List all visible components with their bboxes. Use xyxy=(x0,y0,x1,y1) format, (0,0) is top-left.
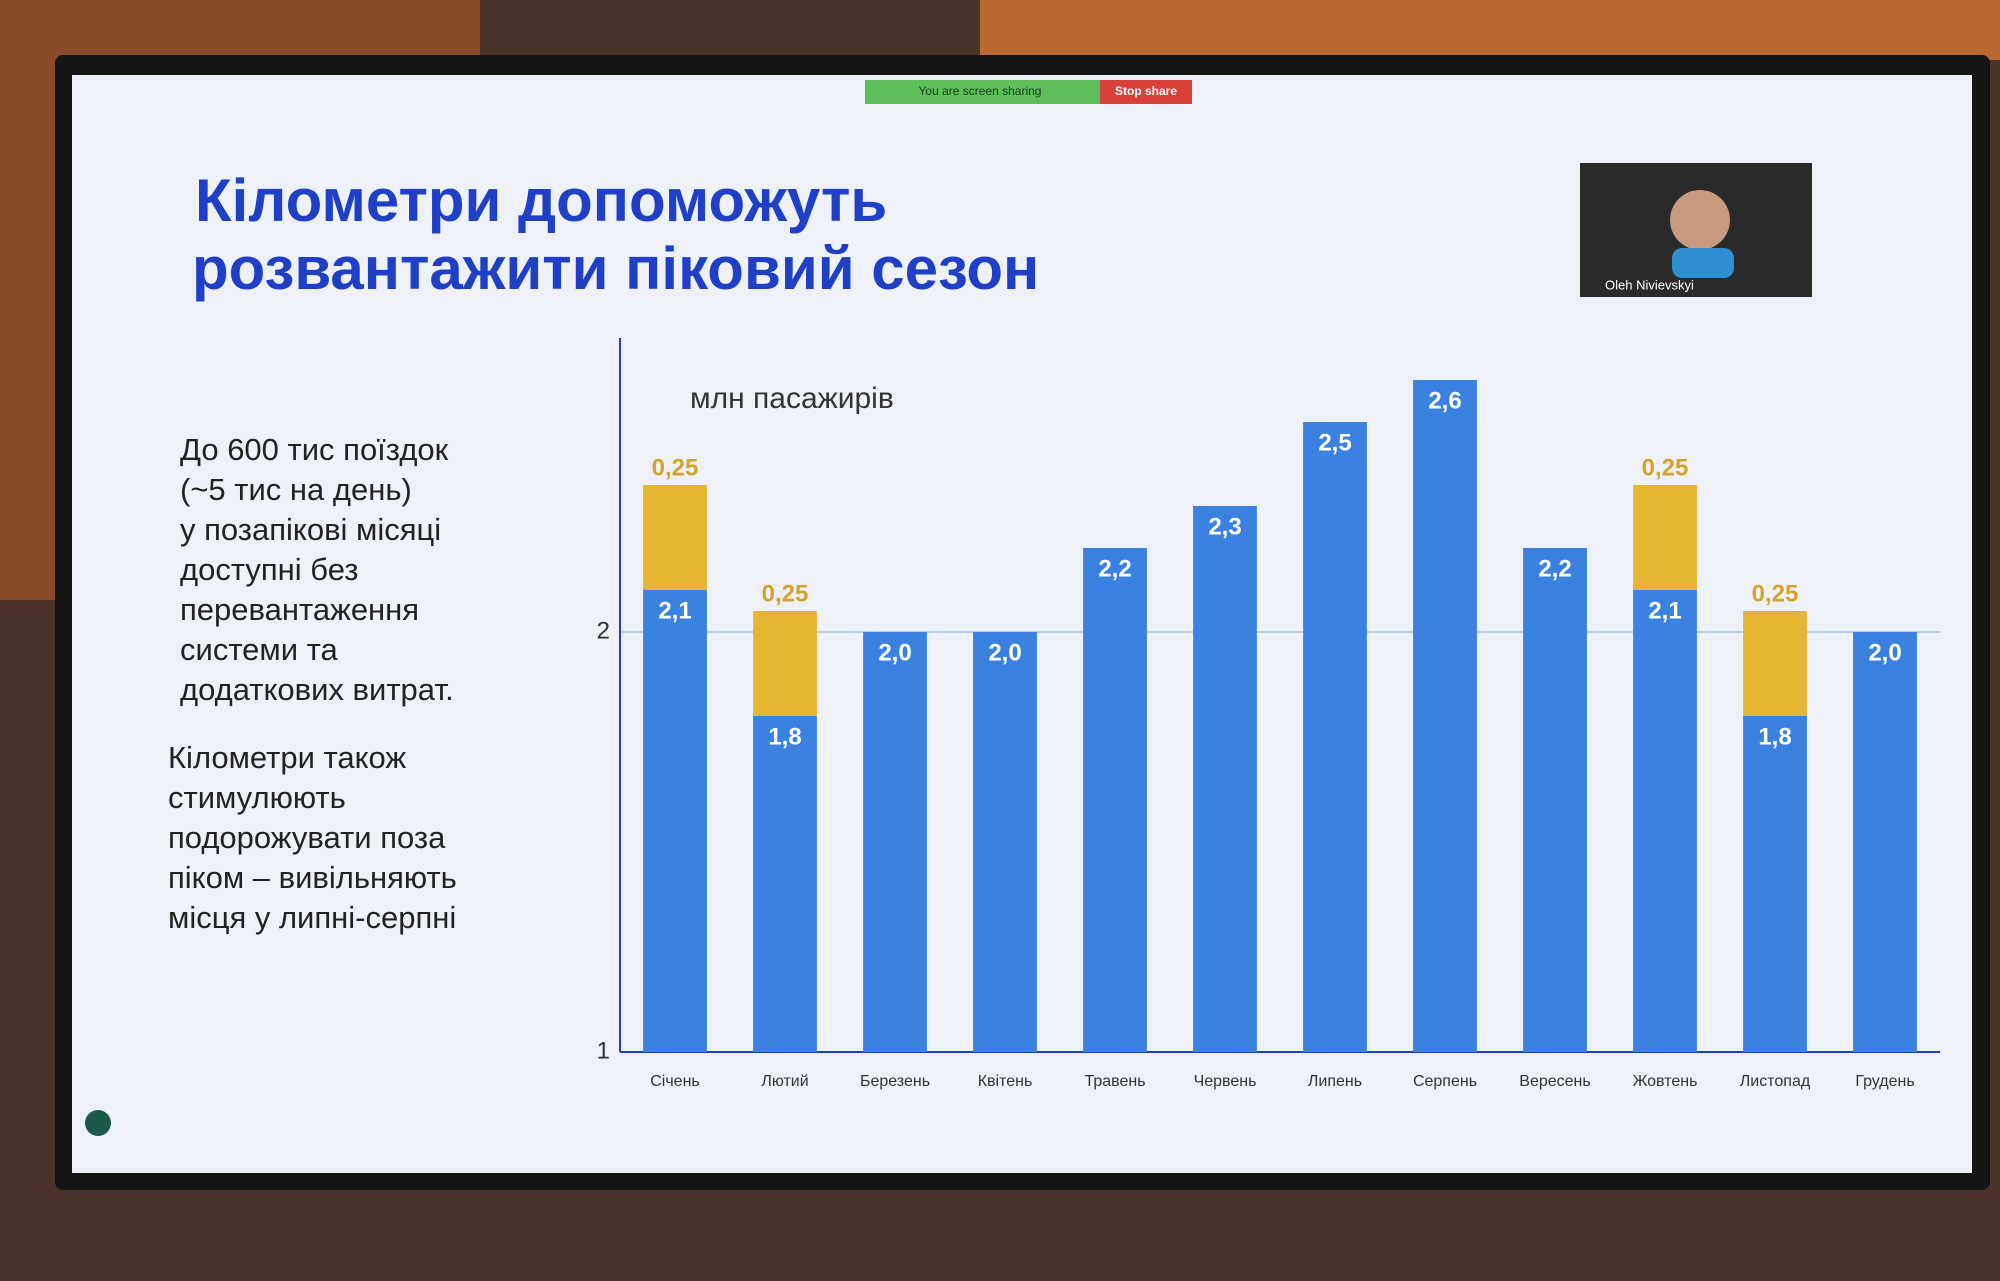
body-text: (~5 тис на день) xyxy=(180,472,412,507)
value-label: 2,0 xyxy=(878,639,911,666)
value-label: 2,5 xyxy=(1318,429,1351,456)
body-text: Кілометри також xyxy=(168,740,406,775)
value-label: 2,1 xyxy=(1648,597,1681,624)
bar-segment xyxy=(1303,422,1367,1052)
x-tick-label: Листопад xyxy=(1740,1073,1811,1090)
body-text: місця у липні-серпні xyxy=(168,900,456,935)
slide-title: розвантажити піковий сезон xyxy=(192,235,1039,302)
bar-segment xyxy=(753,716,817,1052)
body-text: у позапікові місяці xyxy=(180,512,441,547)
sharing-notice: You are screen sharing xyxy=(919,84,1042,98)
value-label: 2,2 xyxy=(1538,555,1571,582)
x-tick-label: Травень xyxy=(1084,1073,1145,1090)
participant-name: Oleh Nivievskyi xyxy=(1605,277,1694,292)
body-text: додаткових витрат. xyxy=(180,672,454,707)
participant-face xyxy=(1670,190,1730,250)
body-text: піком – вивільняють xyxy=(168,860,457,895)
value-label: 2,2 xyxy=(1098,555,1131,582)
bar-segment xyxy=(1193,506,1257,1052)
bar-segment xyxy=(1853,632,1917,1052)
body-text: перевантаження xyxy=(180,592,419,627)
slide-title: Кілометри допоможуть xyxy=(195,167,887,234)
x-tick-label: Січень xyxy=(650,1073,700,1090)
x-tick-label: Вересень xyxy=(1519,1073,1590,1090)
x-tick-label: Березень xyxy=(860,1073,930,1090)
value-label: 2,1 xyxy=(658,597,691,624)
bar-segment xyxy=(1523,548,1587,1052)
stop-share-button[interactable] xyxy=(1100,80,1192,104)
body-text: До 600 тис поїздок xyxy=(180,432,449,467)
value-label: 0,25 xyxy=(652,454,699,481)
value-label: 0,25 xyxy=(1642,454,1689,481)
x-tick-label: Серпень xyxy=(1413,1073,1477,1090)
body-text: подорожувати поза xyxy=(168,820,446,855)
x-tick-label: Лютий xyxy=(761,1073,808,1090)
bar-segment xyxy=(1743,611,1807,716)
x-tick-label: Квітень xyxy=(978,1073,1033,1090)
x-tick-label: Липень xyxy=(1308,1073,1362,1090)
wall-painting xyxy=(980,0,2000,60)
bar-segment xyxy=(1633,485,1697,590)
stop-share-label[interactable]: Stop share xyxy=(1115,84,1177,98)
bar-segment xyxy=(1083,548,1147,1052)
sharing-bar xyxy=(865,80,1100,104)
y-tick-label: 1 xyxy=(597,1037,610,1064)
bar-segment xyxy=(973,632,1037,1052)
value-label: 2,3 xyxy=(1208,513,1241,540)
bar-segment xyxy=(643,590,707,1052)
y-tick-label: 2 xyxy=(597,617,610,644)
value-label: 2,0 xyxy=(1868,639,1901,666)
value-label: 2,6 xyxy=(1428,387,1461,414)
bar-segment xyxy=(1413,380,1477,1052)
value-label: 1,8 xyxy=(768,723,801,750)
bar-segment xyxy=(753,611,817,716)
value-label: 2,0 xyxy=(988,639,1021,666)
bar-segment xyxy=(1743,716,1807,1052)
value-label: 1,8 xyxy=(1758,723,1791,750)
body-text: стимулюють xyxy=(168,780,346,815)
y-axis-label: млн пасажирів xyxy=(690,382,894,415)
value-label: 0,25 xyxy=(762,580,809,607)
body-text: системи та xyxy=(180,632,338,667)
logo xyxy=(85,1110,111,1136)
bar-segment xyxy=(643,485,707,590)
x-tick-label: Жовтень xyxy=(1633,1073,1698,1090)
value-label: 0,25 xyxy=(1752,580,1799,607)
bar-segment xyxy=(863,632,927,1052)
x-tick-label: Червень xyxy=(1194,1073,1257,1090)
bar-segment xyxy=(1633,590,1697,1052)
x-tick-label: Грудень xyxy=(1855,1073,1914,1090)
body-text: доступні без xyxy=(180,552,358,587)
participant-shirt xyxy=(1672,248,1734,278)
